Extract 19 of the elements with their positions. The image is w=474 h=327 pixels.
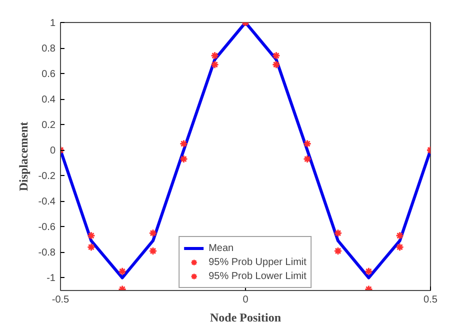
legend-label: Mean [208, 242, 234, 255]
y-tick-label: 0.8 [42, 44, 56, 55]
y-tick-label: -0.2 [38, 171, 56, 182]
y-tick-label: 0.6 [42, 69, 56, 80]
y-tick-label: -1 [46, 273, 56, 284]
y-tick-label: 1 [50, 18, 56, 29]
x-tick-label: -0.5 [52, 294, 70, 306]
x-tick-label: 0.5 [424, 294, 438, 306]
legend-label: 95% Prob Upper Limit [208, 256, 306, 269]
y-tick-label: -0.4 [38, 196, 56, 208]
y-tick-label: -0.8 [38, 248, 56, 259]
x-axis-title: Node Position [210, 310, 282, 324]
y-tick-label: 0.4 [42, 94, 56, 106]
y-tick-label: 0 [50, 146, 56, 157]
y-tick-label: -0.6 [38, 222, 56, 234]
y-tick-label: 0.2 [42, 120, 56, 132]
y-axis-title: Displacement [16, 122, 30, 192]
legend-label: 95% Prob Lower Limit [208, 270, 306, 283]
x-tick-label: 0 [242, 294, 249, 306]
